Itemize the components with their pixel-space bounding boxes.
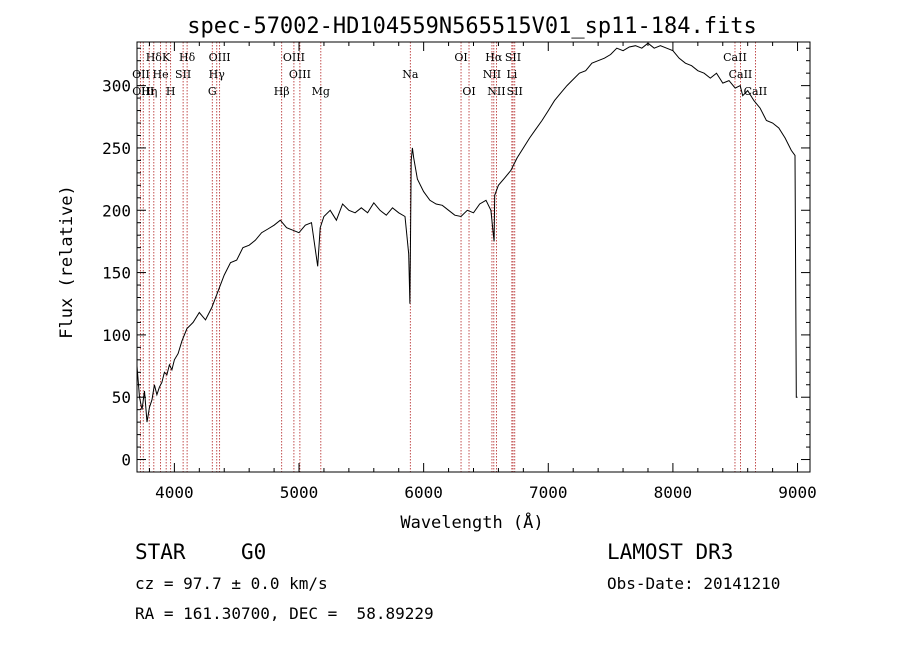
line-label-lines_bot-8: SII bbox=[507, 85, 523, 98]
spectrum-line bbox=[136, 42, 798, 423]
survey-name: LAMOST DR3 bbox=[607, 540, 734, 564]
line-label-lines_mid-0: OII bbox=[132, 68, 150, 81]
line-label-lines_bot-9: CaII bbox=[744, 85, 768, 98]
x-tick-label: 7000 bbox=[529, 483, 568, 502]
line-label-lines_mid-4: OIII bbox=[289, 68, 311, 81]
y-axis-label: Flux (relative) bbox=[57, 185, 77, 339]
line-label-lines_top-0: Hδ bbox=[146, 51, 163, 64]
line-label-lines_bot-7: NII bbox=[487, 85, 505, 98]
y-axis-ticks: 0 50 100 150 200 250 300 bbox=[102, 47, 810, 470]
line-label-lines_bot-5: Mg bbox=[312, 85, 330, 98]
line-label-lines_mid-2: SII bbox=[175, 68, 191, 81]
line-label-lines_bot-6: OI bbox=[462, 85, 475, 98]
y-tick-label: 0 bbox=[121, 451, 131, 470]
line-label-lines_top-3: OIII bbox=[209, 51, 231, 64]
line-label-lines_top-6: Hα bbox=[485, 51, 503, 64]
line-label-lines_top-7: SII bbox=[505, 51, 521, 64]
line-label-lines_mid-5: Na bbox=[402, 68, 419, 81]
chart-title: spec-57002-HD104559N565515V01_sp11-184.f… bbox=[187, 14, 757, 39]
line-label-lines_bot-4: Hβ bbox=[274, 85, 290, 98]
line-label-lines_top-4: OIII bbox=[283, 51, 305, 64]
y-tick-label: 200 bbox=[102, 201, 131, 220]
x-tick-label: 9000 bbox=[778, 483, 817, 502]
line-label-lines_top-8: CaII bbox=[723, 51, 747, 64]
line-label-lines_bot-0: OIII bbox=[132, 85, 154, 98]
line-label-lines_mid-6: NII bbox=[483, 68, 501, 81]
y-tick-label: 50 bbox=[112, 388, 131, 407]
redshift-velocity: cz = 97.7 ± 0.0 km/s bbox=[135, 574, 328, 593]
x-tick-label: 5000 bbox=[280, 483, 319, 502]
y-tick-label: 250 bbox=[102, 139, 131, 158]
x-tick-label: 4000 bbox=[155, 483, 194, 502]
line-label-lines_top-5: OI bbox=[454, 51, 467, 64]
ra-dec: RA = 161.30700, DEC = 58.89229 bbox=[135, 604, 434, 623]
x-axis-ticks: 4000 5000 6000 7000 8000 9000 bbox=[148, 42, 817, 502]
x-axis-label: Wavelength (Å) bbox=[400, 511, 543, 533]
observation-date: Obs-Date: 20141210 bbox=[607, 574, 781, 593]
line-label-lines_mid-7: Li bbox=[506, 68, 517, 81]
x-tick-label: 8000 bbox=[654, 483, 693, 502]
y-tick-label: 150 bbox=[102, 264, 131, 283]
line-label-lines_mid-1: He bbox=[153, 68, 169, 81]
line-label-lines_bot-1: Hη bbox=[141, 85, 157, 98]
y-tick-label: 300 bbox=[102, 77, 131, 96]
x-tick-label: 6000 bbox=[404, 483, 443, 502]
spectral-line-markers bbox=[139, 42, 756, 472]
line-label-lines_mid-8: CaII bbox=[729, 68, 753, 81]
object-subclass: G0 bbox=[241, 540, 267, 564]
line-label-lines_mid-3: Hγ bbox=[209, 68, 226, 81]
object-class: STAR bbox=[135, 540, 186, 564]
line-label-lines_top-2: Hδ bbox=[179, 51, 196, 64]
line-label-lines_top-1: K bbox=[162, 51, 171, 64]
line-label-lines_bot-2: H bbox=[166, 85, 176, 98]
y-tick-label: 100 bbox=[102, 326, 131, 345]
line-label-lines_bot-3: G bbox=[208, 85, 217, 98]
